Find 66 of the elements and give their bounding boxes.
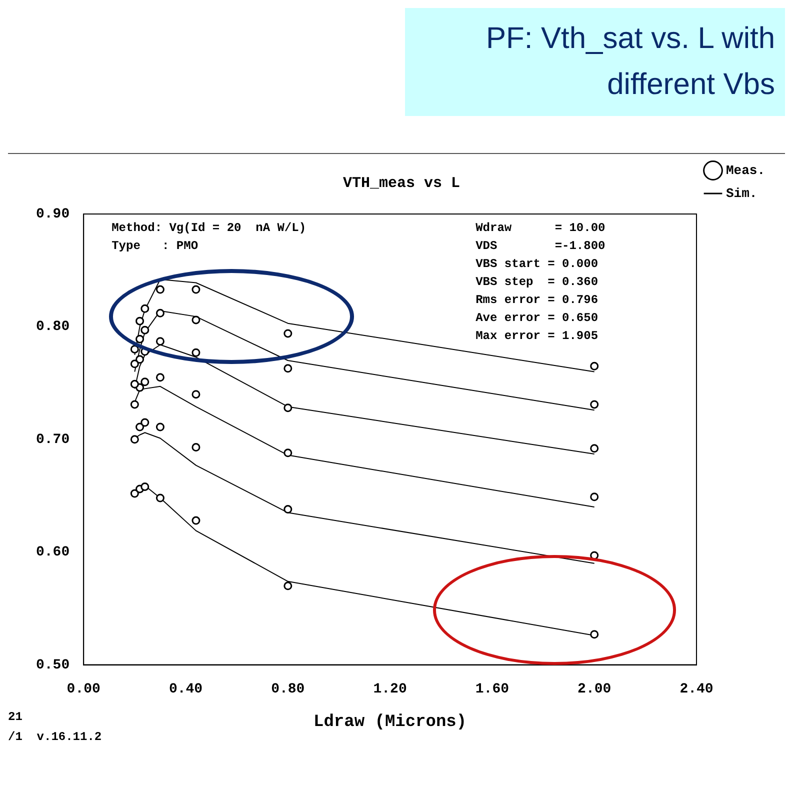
y-tick-label: 0.70 (36, 432, 70, 448)
annotation: VDS =-1.800 (476, 239, 606, 254)
annotation: Max error = 1.905 (476, 329, 598, 344)
point (136, 334, 144, 344)
x-tick-label: 1.20 (373, 682, 407, 698)
point (590, 492, 599, 502)
point (590, 444, 599, 453)
point (192, 285, 200, 294)
point (136, 422, 144, 432)
point (156, 308, 164, 318)
point (284, 364, 292, 373)
point (130, 400, 139, 409)
point (192, 348, 200, 357)
point (136, 355, 144, 364)
point (156, 494, 164, 502)
point (284, 329, 292, 338)
annotation: Type : PMO (112, 239, 198, 254)
x-tick-label: 1.60 (475, 682, 509, 698)
point (284, 404, 292, 412)
point (130, 360, 139, 368)
point (192, 316, 200, 324)
point (140, 378, 150, 386)
point (140, 482, 150, 491)
y-tick-label: 0.60 (36, 544, 70, 561)
x-tick-label: 2.00 (578, 682, 612, 698)
point (140, 304, 150, 313)
point (130, 435, 139, 444)
x-tick-label: 2.40 (680, 682, 714, 698)
y-tick-label: 0.90 (36, 206, 70, 223)
annotation: VBS start = 0.000 (476, 257, 598, 272)
text: /1 v.16.11.2 (8, 730, 102, 744)
point (140, 418, 150, 427)
point (284, 448, 292, 458)
point (156, 373, 164, 382)
point (156, 337, 164, 346)
chart-title: PF: Vth_sat vs. L with different Vbs (405, 8, 785, 116)
chart-subtitle: VTH_meas vs L (342, 174, 460, 192)
point (130, 344, 139, 354)
y-tick-label: 0.50 (36, 657, 70, 674)
x-tick-label: 0.80 (271, 682, 305, 698)
annotation: Method: Vg(Id = 20 nA W/L) (112, 221, 306, 236)
point (136, 316, 144, 326)
point (192, 516, 200, 525)
legend-label: Meas. (726, 162, 766, 178)
point (590, 400, 599, 409)
point (140, 326, 150, 334)
point (156, 285, 164, 294)
point (192, 443, 200, 452)
point (192, 390, 200, 399)
legend-label: Sim. (726, 186, 758, 201)
annotation: Ave error = 0.650 (476, 311, 598, 326)
y-tick-label: 0.80 (36, 319, 70, 336)
point (130, 489, 139, 498)
x-axis-title: Ldraw (Microns) (314, 713, 467, 732)
point (130, 380, 139, 388)
point (590, 362, 599, 370)
x-tick-label: 0.00 (66, 682, 100, 698)
x-tick-label: 0.40 (168, 682, 203, 698)
annotation: VBS step = 0.360 (476, 275, 598, 290)
point (284, 582, 292, 590)
annotation: Wdraw = 10.00 (476, 221, 606, 236)
text: 21 (8, 710, 22, 724)
point (156, 422, 164, 432)
point (590, 630, 599, 639)
annotation: Rms error = 0.796 (476, 293, 598, 308)
point (284, 505, 292, 514)
